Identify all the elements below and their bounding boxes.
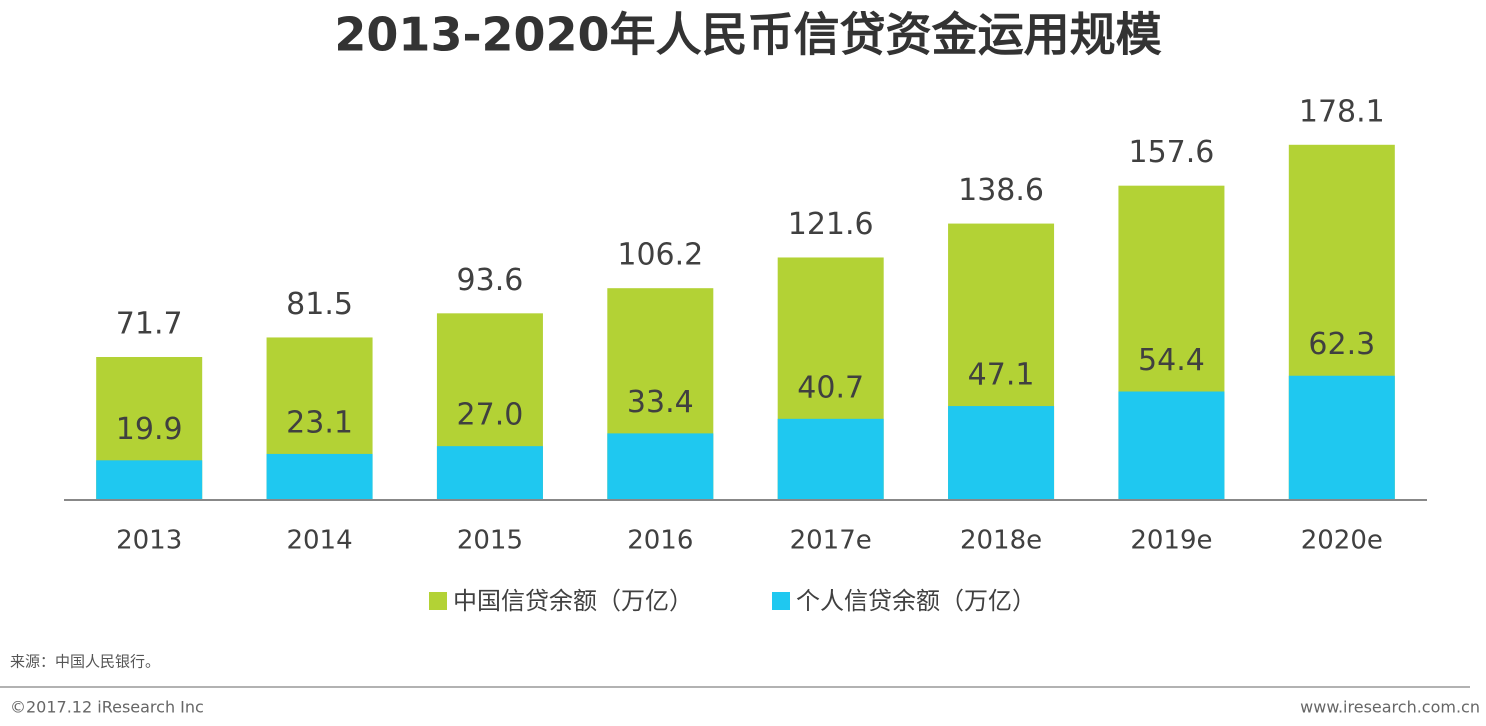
x-tick-label: 2018e [960,526,1042,556]
value-label: 62.3 [1308,327,1375,362]
x-tick-label: 2015 [457,526,523,556]
bar [96,460,203,500]
bar [948,406,1055,500]
value-label: 54.4 [1138,343,1205,378]
value-label: 47.1 [968,358,1035,393]
value-label: 33.4 [627,385,694,420]
legend-swatch [772,592,790,610]
value-label: 93.6 [457,263,524,298]
value-label: 81.5 [286,287,353,322]
x-tick-label: 2019e [1130,526,1212,556]
legend-label: 个人信贷余额（万亿） [796,587,1036,615]
x-tick-label: 2016 [627,526,693,556]
bar [1288,375,1395,500]
bar [436,446,543,500]
x-tick-label: 2020e [1301,526,1383,556]
value-label: 138.6 [958,173,1044,208]
x-tick-label: 2013 [116,526,182,556]
legend-label: 中国信贷余额（万亿） [453,587,693,615]
value-label: 178.1 [1299,94,1385,129]
bar [777,418,884,500]
value-label: 71.7 [116,306,183,341]
value-label: 157.6 [1128,135,1214,170]
bar [266,453,373,500]
legend-swatch [429,592,447,610]
bar [1118,391,1225,500]
source-note: 来源：中国人民银行。 [10,653,160,671]
footer-right: www.iresearch.com.cn [1300,698,1480,717]
x-tick-label: 2014 [286,526,352,556]
value-label: 19.9 [116,412,183,447]
footer-left: ©2017.12 iResearch Inc [10,698,204,717]
value-label: 121.6 [788,207,874,242]
value-label: 106.2 [617,238,703,273]
value-label: 23.1 [286,405,353,440]
bar [607,433,714,500]
chart-title: 2013-2020年人民币信贷资金运用规模 [334,8,1161,62]
value-label: 40.7 [797,370,864,405]
x-tick-label: 2017e [790,526,872,556]
value-label: 27.0 [457,398,524,433]
